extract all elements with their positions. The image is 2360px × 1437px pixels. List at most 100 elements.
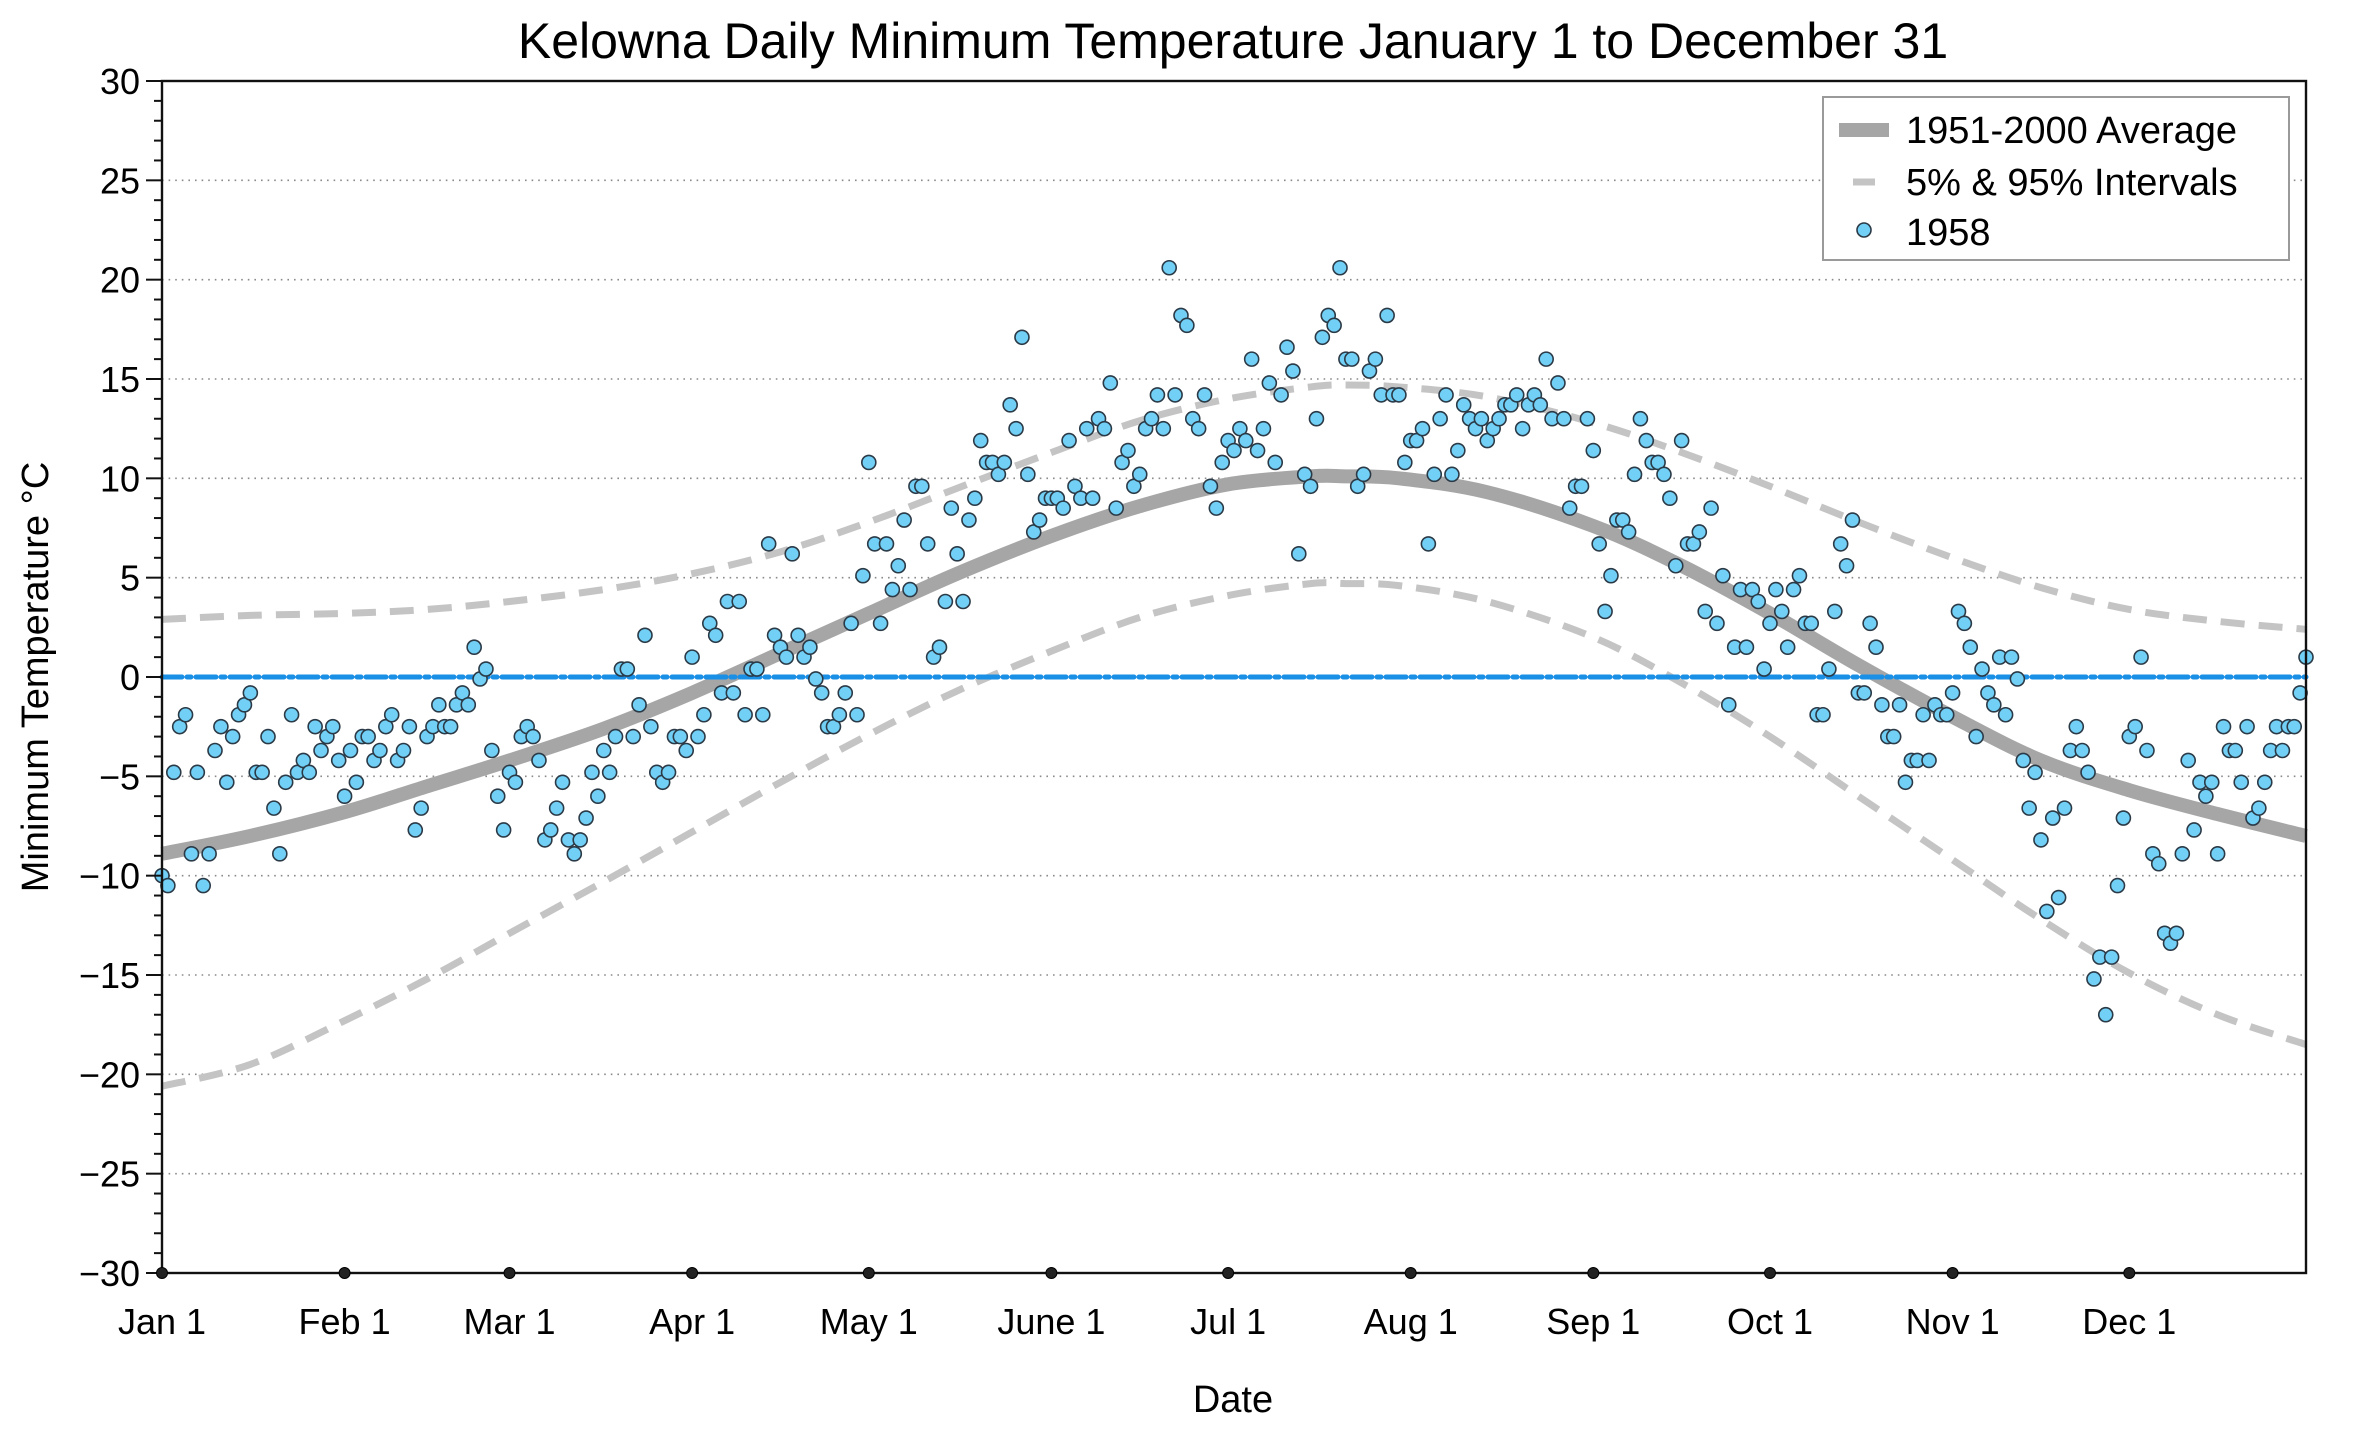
legend-1958-label: 1958	[1906, 212, 1991, 254]
data-point	[2209, 846, 2226, 862]
data-point	[1061, 432, 1077, 449]
data-point	[2039, 903, 2055, 920]
legend: 1951-2000 Average 5% & 95% Intervals 195…	[1822, 96, 2290, 261]
data-point	[1779, 639, 1796, 656]
data-point	[177, 706, 194, 723]
data-point	[1750, 593, 1767, 610]
data-point	[861, 454, 877, 471]
data-point	[2133, 649, 2149, 665]
data-point	[660, 764, 677, 781]
data-point	[2097, 1006, 2114, 1023]
data-point	[189, 764, 206, 781]
data-point	[1915, 706, 1931, 723]
data-point	[1179, 317, 1195, 334]
data-point	[242, 685, 259, 701]
data-point	[1279, 339, 1295, 356]
data-point	[413, 800, 429, 816]
data-point	[1055, 500, 1071, 516]
upper-interval-line	[161, 381, 2307, 633]
data-point	[625, 728, 642, 745]
data-point	[1214, 454, 1231, 471]
x-tick-marker	[1045, 1267, 1058, 1279]
data-point	[1450, 442, 1466, 459]
data-point	[336, 788, 353, 805]
data-point	[1632, 410, 1649, 427]
data-point	[2086, 971, 2102, 987]
x-tick-label: Nov 1	[1906, 1301, 2000, 1342]
interval-layer	[161, 381, 2308, 1090]
data-point	[1255, 420, 1272, 437]
y-tick-label: −20	[79, 1054, 140, 1095]
data-point	[1756, 661, 1772, 677]
data-point	[808, 671, 824, 687]
data-point	[1561, 500, 1578, 516]
data-point	[283, 706, 300, 723]
data-point	[330, 752, 347, 769]
data-point	[802, 639, 818, 656]
data-point	[1585, 442, 1602, 459]
data-point	[572, 832, 588, 848]
data-point	[1290, 546, 1307, 562]
y-tick-label: 0	[120, 657, 140, 698]
x-tick-label: Sep 1	[1546, 1301, 1640, 1342]
data-point	[1379, 307, 1395, 324]
data-point	[2150, 855, 2167, 872]
data-point	[672, 728, 689, 745]
data-point	[1149, 387, 1166, 403]
data-point	[2215, 718, 2232, 735]
data-point	[1573, 478, 1590, 495]
data-point	[1832, 536, 1849, 552]
data-point	[1821, 661, 1837, 677]
data-point	[2139, 742, 2155, 759]
data-point	[902, 581, 918, 598]
data-point	[1897, 774, 1914, 791]
data-point	[1762, 615, 1778, 632]
data-point	[896, 512, 912, 528]
data-point	[1397, 454, 1413, 471]
data-point	[301, 764, 318, 781]
data-point	[213, 718, 229, 735]
legend-average-label: 1951-2000 Average	[1906, 110, 2237, 152]
data-point	[1143, 410, 1160, 427]
data-point	[872, 615, 889, 632]
data-point	[1826, 603, 1843, 620]
data-point	[1302, 478, 1319, 495]
data-point	[201, 846, 217, 862]
legend-box	[1822, 96, 2290, 261]
data-point	[478, 661, 494, 677]
data-point	[1285, 363, 1301, 379]
data-point	[372, 742, 388, 759]
data-point	[407, 822, 424, 838]
x-tick-marker	[1946, 1267, 1959, 1279]
data-point	[996, 454, 1013, 471]
data-point	[1237, 432, 1254, 449]
data-point	[2274, 742, 2291, 759]
data-point	[1715, 567, 1731, 584]
data-point	[884, 581, 901, 598]
data-point	[890, 557, 907, 574]
data-point	[931, 639, 948, 656]
data-point	[1208, 500, 1225, 516]
y-tick-label: 5	[120, 558, 140, 599]
data-point	[1862, 615, 1878, 632]
data-point	[754, 706, 771, 723]
data-point	[678, 742, 695, 759]
data-point	[1921, 752, 1937, 769]
data-point	[1161, 259, 1178, 276]
data-point	[1844, 512, 1861, 528]
data-point	[2239, 718, 2255, 735]
x-tick-marker	[1587, 1267, 1600, 1279]
data-point	[2286, 718, 2303, 735]
data-point	[1243, 351, 1260, 367]
data-point	[1656, 466, 1672, 483]
data-point	[1020, 466, 1036, 483]
data-point	[1414, 420, 1431, 437]
data-point	[566, 846, 583, 862]
data-point	[2198, 788, 2214, 805]
data-point	[489, 788, 506, 805]
data-point	[967, 490, 983, 507]
data-point	[2080, 764, 2096, 781]
data-point	[1084, 490, 1101, 507]
data-point	[1190, 420, 1207, 437]
data-point	[1885, 728, 1902, 745]
